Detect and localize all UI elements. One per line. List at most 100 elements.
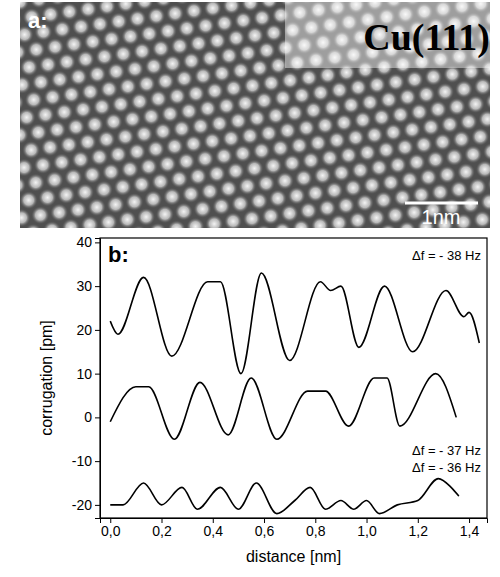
atom: [138, 75, 156, 93]
atom: [38, 189, 56, 207]
atom: [144, 190, 162, 208]
x-tick-label: 0,8: [306, 523, 326, 539]
atom: [292, 219, 310, 228]
atom: [260, 124, 278, 142]
atom: [347, 129, 365, 147]
atom: [107, 196, 125, 214]
atom: [464, 145, 482, 163]
atom: [386, 206, 404, 224]
atom: [130, 226, 148, 228]
atom: [319, 66, 337, 84]
atom: [189, 167, 207, 185]
atom: [431, 183, 449, 201]
atom: [438, 166, 456, 184]
atom: [422, 118, 440, 136]
atom: [171, 37, 189, 55]
atom: [368, 76, 386, 94]
panel-letter: a:: [28, 8, 48, 33]
y-tick: -20: [72, 497, 100, 513]
atom: [399, 88, 417, 106]
label-patch: [410, 443, 483, 458]
atom: [382, 174, 400, 192]
atom: [293, 86, 311, 104]
atom: [22, 141, 40, 159]
atom: [379, 224, 397, 228]
atom: [39, 56, 57, 74]
atom: [205, 215, 223, 228]
x-tick: 1,4: [460, 518, 480, 539]
atom: [112, 95, 130, 113]
atom: [170, 170, 188, 188]
atom: [131, 93, 149, 111]
atom: [262, 74, 280, 92]
atom: [248, 109, 266, 127]
atom: [274, 89, 292, 107]
atom: [27, 174, 45, 192]
atom: [257, 174, 275, 192]
atom: [335, 114, 353, 132]
atom: [304, 101, 322, 119]
atom: [471, 128, 489, 146]
atom: [278, 122, 296, 140]
atom: [441, 115, 459, 133]
image-background: [20, 2, 490, 228]
atom: [135, 125, 153, 143]
atom: [448, 98, 466, 116]
atom: [337, 196, 355, 214]
atom: [356, 194, 374, 212]
atom: [276, 172, 294, 190]
atom: [36, 106, 54, 124]
atom: [77, 50, 95, 68]
plot-frame: [100, 238, 487, 518]
atom: [107, 63, 125, 81]
x-tick-label: 0,0: [101, 523, 121, 539]
atom: [208, 165, 226, 183]
atom: [69, 68, 87, 86]
x-tick: 1,2: [409, 518, 429, 539]
atom: [60, 3, 78, 21]
atom: [271, 139, 289, 157]
atom: [20, 43, 26, 61]
atom: [365, 126, 383, 144]
atom: [476, 160, 490, 178]
atom: [457, 163, 475, 181]
atom: [424, 68, 442, 86]
atom: [299, 202, 317, 220]
atom: [79, 133, 97, 151]
y-tick-mark: [95, 242, 100, 243]
y-tick-mark: [95, 505, 100, 506]
atom: [286, 104, 304, 122]
atom: [182, 52, 200, 70]
atom: [48, 121, 66, 139]
atom: [262, 207, 280, 225]
atom: [269, 189, 287, 207]
atom: [41, 138, 59, 156]
atom: [436, 83, 454, 101]
atom: [145, 57, 163, 75]
atom: [168, 220, 186, 228]
atom: [210, 115, 228, 133]
atom: [31, 206, 49, 224]
x-tick: 0,0: [101, 518, 121, 539]
atom: [60, 136, 78, 154]
atom: [264, 157, 282, 175]
atom: [64, 168, 82, 186]
atom: [46, 171, 64, 189]
atom: [234, 144, 252, 162]
atom: [344, 179, 362, 197]
atom: [137, 208, 155, 226]
atom: [29, 123, 47, 141]
atom: [152, 40, 170, 58]
atom: [164, 55, 182, 73]
atom: [185, 2, 203, 20]
atom: [467, 95, 485, 113]
atom: [473, 211, 490, 228]
atom: [156, 72, 174, 90]
atom: [253, 9, 271, 27]
atom: [255, 92, 273, 110]
atom: [403, 121, 421, 139]
atom: [105, 113, 123, 131]
atom: [391, 106, 409, 124]
atom: [161, 105, 179, 123]
atom: [415, 136, 433, 154]
